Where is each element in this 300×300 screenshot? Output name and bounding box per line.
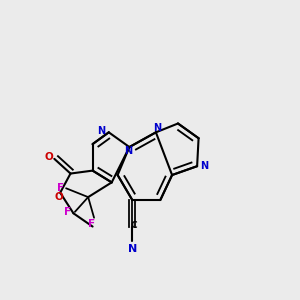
Text: F: F [57, 183, 64, 193]
Text: N: N [98, 126, 106, 136]
Text: F: F [88, 219, 95, 229]
Text: O: O [54, 192, 63, 202]
Text: F: F [64, 207, 71, 217]
Text: N: N [153, 123, 161, 133]
Text: N: N [200, 161, 208, 171]
Text: N: N [124, 146, 132, 157]
Text: C: C [130, 220, 137, 230]
Text: N: N [128, 244, 137, 254]
Text: O: O [44, 152, 53, 162]
